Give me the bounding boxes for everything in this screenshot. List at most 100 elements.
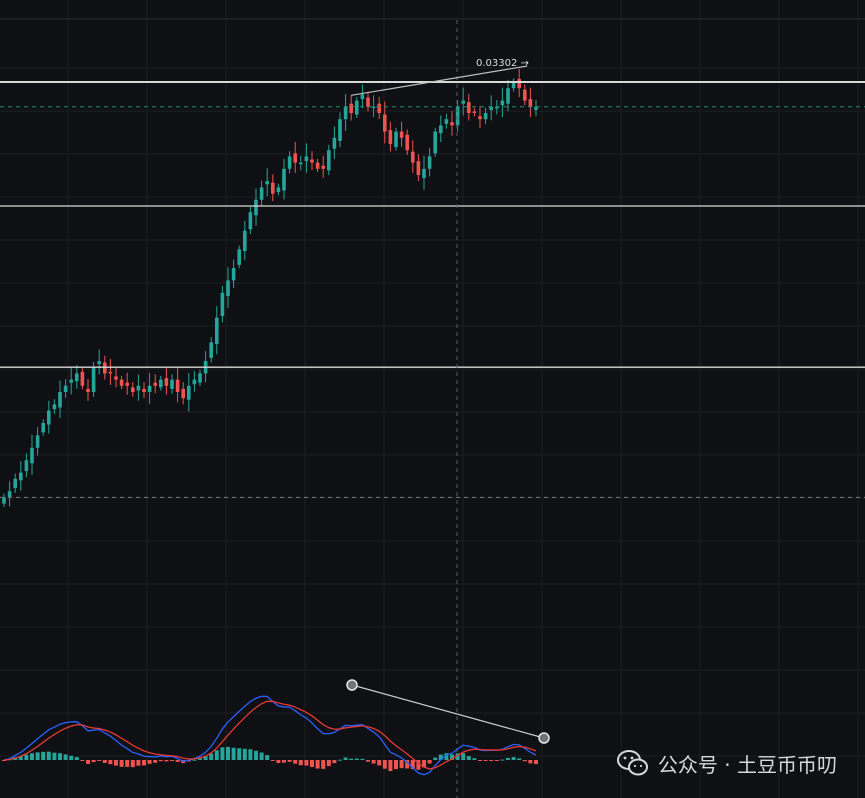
macd-histogram-bar <box>483 760 488 761</box>
candle-body <box>52 404 57 410</box>
macd-histogram-bar <box>377 760 382 766</box>
macd-histogram-bar <box>343 757 348 760</box>
macd-histogram-bar <box>478 760 482 761</box>
candle-body <box>86 388 90 392</box>
macd-histogram-bar <box>298 760 303 766</box>
macd-histogram-bar <box>130 760 135 768</box>
candle-body <box>506 88 510 104</box>
macd-histogram-bar <box>80 760 85 761</box>
macd-histogram-bar <box>366 760 370 762</box>
macd-histogram-bar <box>58 753 62 760</box>
macd-histogram-bar <box>35 752 40 760</box>
candle-body <box>422 168 426 179</box>
candle-body <box>136 385 141 391</box>
macd-histogram-bar <box>466 756 471 760</box>
candle-body <box>405 134 409 151</box>
macd-histogram-bar <box>74 757 79 760</box>
trendline-handle <box>346 679 358 691</box>
macd-histogram-bar <box>108 760 113 765</box>
candle-body <box>131 387 135 392</box>
candle-body <box>80 371 85 386</box>
candle-body <box>119 379 124 386</box>
macd-histogram-bar <box>114 760 118 766</box>
macd-histogram-bar <box>265 755 270 760</box>
candle-body <box>69 379 73 383</box>
macd-histogram-bar <box>97 760 102 762</box>
macd-histogram-bar <box>164 760 169 762</box>
candle-body <box>108 371 113 374</box>
price-trendline <box>351 65 528 96</box>
macd-histogram-bar <box>192 759 197 761</box>
macd-histogram-bar <box>382 760 387 769</box>
macd-histogram-bar <box>422 760 426 768</box>
macd-histogram-bar <box>102 760 107 763</box>
candle-body <box>371 106 376 108</box>
candle-body <box>461 100 465 104</box>
macd-histogram-bar <box>528 760 533 764</box>
macd-histogram-bar <box>511 757 516 760</box>
macd-histogram-bar <box>30 753 34 760</box>
candle-body <box>2 497 6 504</box>
candle-body <box>472 111 477 113</box>
candle-body <box>159 379 163 388</box>
price-label: 0.03302 → <box>476 58 529 69</box>
candle-body <box>97 361 101 365</box>
macd-histogram-bar <box>125 760 130 767</box>
candle-body <box>327 150 331 171</box>
candle-body <box>399 131 404 138</box>
watermark-text: 公众号 · 土豆币币叨 <box>657 752 837 777</box>
candle-body <box>24 460 29 472</box>
macd-histogram-bar <box>153 760 158 763</box>
candle-body <box>181 388 185 399</box>
candle-body <box>332 137 337 149</box>
candle-body <box>192 379 197 385</box>
macd-histogram-bar <box>450 754 454 760</box>
candle-body <box>467 102 471 113</box>
macd-histogram-bar <box>472 758 477 760</box>
macd-histogram-bar <box>158 760 163 762</box>
candle-body <box>35 435 40 448</box>
candle-body <box>226 280 230 296</box>
macd-histogram-bar <box>52 752 57 760</box>
macd-histogram-bar <box>175 760 180 762</box>
candle-body <box>304 156 309 162</box>
candle-body <box>433 131 437 154</box>
macd-histogram-bar <box>506 757 510 760</box>
candle-body <box>360 94 365 100</box>
macd-histogram-bar <box>86 760 90 764</box>
candle-body <box>198 373 202 383</box>
candle-body <box>523 89 527 101</box>
candle-body <box>338 119 342 141</box>
macd-histogram-bar <box>46 751 51 760</box>
macd-histogram-bar <box>170 760 174 761</box>
macd-histogram-bar <box>461 753 466 760</box>
candle-body <box>500 100 505 106</box>
candle-body <box>321 165 325 169</box>
candle-body <box>489 106 493 110</box>
macd-histogram-bar <box>405 760 410 769</box>
candle-body <box>366 97 370 107</box>
candle-body <box>243 230 247 251</box>
macd-histogram-bar <box>444 753 449 760</box>
candle-body <box>293 153 297 163</box>
candle-body <box>478 116 482 120</box>
macd-histogram-bar <box>63 754 68 760</box>
candle-body <box>388 130 393 144</box>
candle-body <box>41 423 45 433</box>
candle-body <box>315 162 320 169</box>
candle-body <box>75 373 79 382</box>
macd-histogram-bar <box>388 760 393 772</box>
candle-body <box>220 292 225 317</box>
candle-body <box>411 151 415 163</box>
candle-body <box>170 379 174 389</box>
macd-histogram-bar <box>304 760 309 766</box>
candle-body <box>355 100 359 115</box>
candle-body <box>377 103 381 113</box>
macd-histogram-bar <box>354 758 359 760</box>
candle-body <box>483 113 488 120</box>
macd-histogram-bar <box>349 758 354 760</box>
candle-body <box>58 392 62 408</box>
candle-body <box>47 410 51 425</box>
macd-histogram-bar <box>399 760 404 769</box>
